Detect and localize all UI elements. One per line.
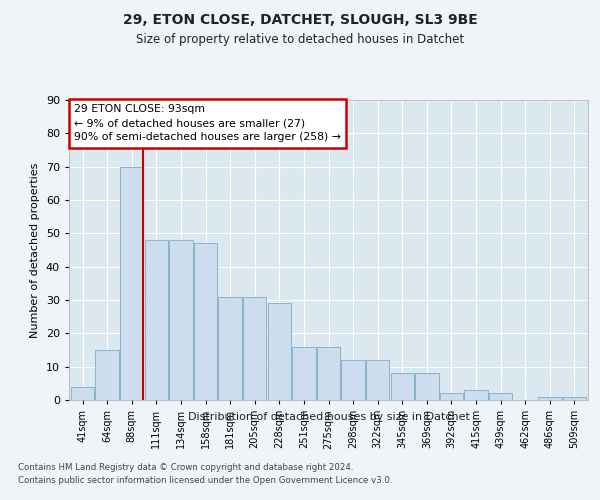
Bar [415,374,439,400]
Text: 29, ETON CLOSE, DATCHET, SLOUGH, SL3 9BE: 29, ETON CLOSE, DATCHET, SLOUGH, SL3 9BE [122,12,478,26]
Text: Size of property relative to detached houses in Datchet: Size of property relative to detached ho… [136,32,464,46]
Bar [391,374,414,400]
Bar [538,396,562,400]
Bar [563,396,586,400]
Text: Distribution of detached houses by size in Datchet: Distribution of detached houses by size … [188,412,470,422]
Bar [464,390,488,400]
Y-axis label: Number of detached properties: Number of detached properties [30,162,40,338]
Text: Contains public sector information licensed under the Open Government Licence v3: Contains public sector information licen… [18,476,392,485]
Bar [169,240,193,400]
Bar [71,386,94,400]
Text: Contains HM Land Registry data © Crown copyright and database right 2024.: Contains HM Land Registry data © Crown c… [18,462,353,471]
Bar [366,360,389,400]
Bar [145,240,168,400]
Bar [120,166,143,400]
Bar [268,304,291,400]
Bar [317,346,340,400]
Bar [341,360,365,400]
Bar [243,296,266,400]
Bar [440,394,463,400]
Bar [489,394,512,400]
Bar [292,346,316,400]
Bar [194,244,217,400]
Text: 29 ETON CLOSE: 93sqm
← 9% of detached houses are smaller (27)
90% of semi-detach: 29 ETON CLOSE: 93sqm ← 9% of detached ho… [74,104,341,142]
Bar [218,296,242,400]
Bar [95,350,119,400]
